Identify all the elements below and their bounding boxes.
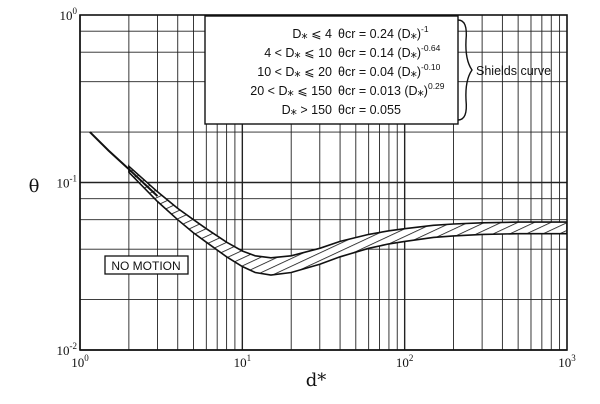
x-tick-label: 103 — [558, 353, 576, 370]
legend-box: D⁎ ⩽ 4 θcr = 0.24 (D⁎)-1 4 < D⁎ ⩽ 10 θcr = … — [204, 15, 551, 125]
legend-formula: θcr = 0.055 — [338, 103, 401, 117]
x-axis-label: d* — [306, 370, 327, 391]
legend-formula: θcr = 0.24 (D⁎)-1 — [338, 24, 429, 41]
x-tick-label: 101 — [234, 353, 252, 370]
legend-bracket-label: Shields curve — [476, 64, 551, 78]
no-motion-annotation: NO MOTION — [104, 255, 189, 275]
legend-formula: θcr = 0.013 (D⁎)0.29 — [338, 81, 445, 98]
x-tick-labels: 100 101 102 103 — [71, 353, 576, 370]
legend-formula: θcr = 0.14 (D⁎)-0.64 — [338, 43, 441, 60]
legend-brace — [457, 19, 473, 121]
legend-range: 4 < D⁎ ⩽ 10 — [264, 46, 332, 60]
legend-range: D⁎ ⩽ 4 — [292, 27, 332, 41]
legend-frame — [204, 15, 459, 125]
no-motion-label: NO MOTION — [111, 259, 180, 273]
y-axis-label: θ — [29, 176, 40, 197]
legend-range: 20 < D⁎ ⩽ 150 — [250, 84, 332, 98]
y-tick-label: 10-1 — [57, 174, 78, 191]
y-tick-label: 100 — [60, 6, 78, 23]
legend-formula: θcr = 0.04 (D⁎)-0.10 — [338, 62, 441, 79]
no-motion-box — [104, 255, 189, 275]
legend-range: 10 < D⁎ ⩽ 20 — [257, 65, 332, 79]
x-tick-label: 100 — [71, 353, 89, 370]
shields-curve-solid — [89, 131, 159, 197]
x-tick-label: 102 — [396, 353, 414, 370]
plot-frame — [79, 14, 568, 351]
legend-range: D⁎ > 150 — [282, 103, 332, 117]
shields-band — [128, 164, 567, 276]
legend-rows: D⁎ ⩽ 4 θcr = 0.24 (D⁎)-1 4 < D⁎ ⩽ 10 θcr = … — [250, 24, 444, 117]
